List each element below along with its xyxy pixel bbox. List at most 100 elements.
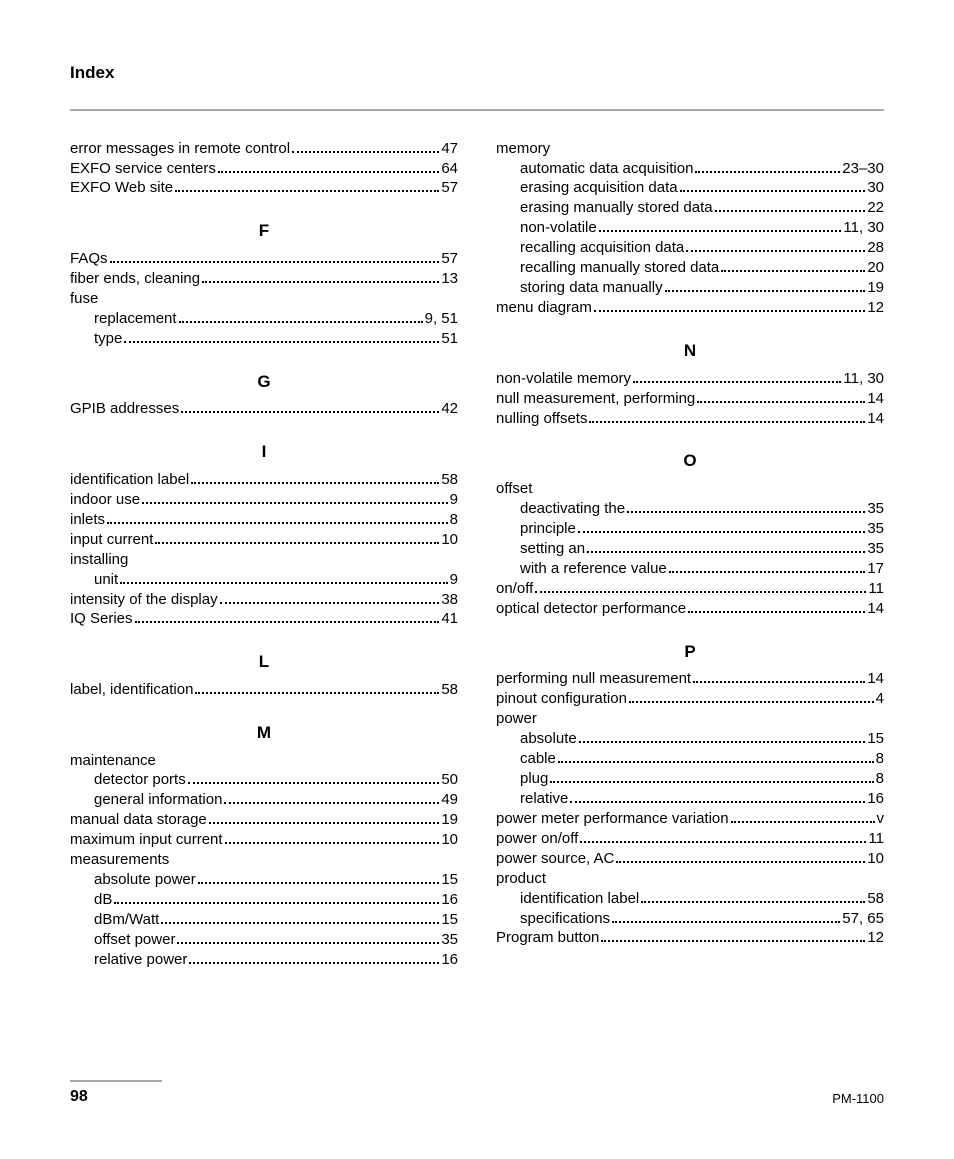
index-term: power source, AC [496,849,614,869]
index-entry: offset [496,479,884,499]
footer-left: 98 [70,1080,162,1107]
index-entry: absolute power 15 [70,870,458,890]
index-page-ref: 51 [441,329,458,349]
leader-dots [202,281,439,283]
leader-dots [535,591,866,593]
index-term: dBm/Watt [94,910,159,930]
index-term: memory [496,139,550,159]
index-term: maximum input current [70,830,223,850]
index-term: manual data storage [70,810,207,830]
index-term: general information [94,790,222,810]
index-entry: memory [496,139,884,159]
index-term: relative [520,789,568,809]
index-term: GPIB addresses [70,399,179,419]
index-page-ref: 22 [867,198,884,218]
index-page-ref: 11, 30 [843,218,884,238]
index-entry: label, identification 58 [70,680,458,700]
index-entry: power on/off 11 [496,829,884,849]
leader-dots [120,582,447,584]
leader-dots [587,551,865,553]
leader-dots [225,842,440,844]
index-term: deactivating the [520,499,625,519]
index-entry: installing [70,550,458,570]
index-entry: unit 9 [70,570,458,590]
leader-dots [188,782,440,784]
index-page-ref: 20 [867,258,884,278]
leader-dots [220,602,440,604]
index-entry: on/off 11 [496,579,884,599]
index-section-L: L [70,651,458,674]
index-term: dB [94,890,112,910]
index-page-ref: 14 [867,389,884,409]
index-term: offset [496,479,532,499]
index-term: offset power [94,930,175,950]
index-term: label, identification [70,680,193,700]
index-page-ref: 8 [876,769,884,789]
index-section-M: M [70,722,458,745]
index-term: replacement [94,309,177,329]
leader-dots [124,341,439,343]
index-page-ref: 10 [441,530,458,550]
leader-dots [715,210,866,212]
index-term: automatic data acquisition [520,159,693,179]
index-page-ref: 8 [450,510,458,530]
leader-dots [189,962,439,964]
index-left-column: error messages in remote control 47EXFO … [70,139,458,970]
index-term: input current [70,530,153,550]
index-term: indoor use [70,490,140,510]
leader-dots [601,940,865,942]
index-page-ref: 8 [876,749,884,769]
index-page-ref: 12 [867,298,884,318]
leader-dots [629,701,874,703]
index-entry: with a reference value 17 [496,559,884,579]
index-entry: specifications 57, 65 [496,909,884,929]
leader-dots [578,531,865,533]
index-term: erasing manually stored data [520,198,713,218]
leader-dots [161,922,439,924]
index-term: power meter performance variation [496,809,729,829]
index-entry: detector ports 50 [70,770,458,790]
leader-dots [721,270,865,272]
index-page-ref: 41 [441,609,458,629]
index-page-ref: 57, 65 [842,909,884,929]
leader-dots [665,290,866,292]
leader-dots [142,502,448,504]
index-term: cable [520,749,556,769]
index-section-F: F [70,220,458,243]
leader-dots [627,511,865,513]
index-term: Program button [496,928,599,948]
index-term: measurements [70,850,169,870]
index-section-G: G [70,371,458,394]
index-term: FAQs [70,249,108,269]
index-entry: dB 16 [70,890,458,910]
index-page-ref: 12 [867,928,884,948]
leader-dots [616,861,865,863]
index-page-ref: 10 [867,849,884,869]
index-entry: FAQs 57 [70,249,458,269]
index-term: plug [520,769,548,789]
leader-dots [686,250,865,252]
index-term: type [94,329,122,349]
index-page-ref: 58 [441,680,458,700]
index-term: nulling offsets [496,409,587,429]
index-page-ref: 35 [867,519,884,539]
index-page-ref: 11 [868,579,884,599]
index-page-ref: 64 [441,159,458,179]
footer-rule [70,1080,162,1082]
index-section-O: O [496,450,884,473]
index-term: storing data manually [520,278,663,298]
index-term: optical detector performance [496,599,686,619]
index-term: detector ports [94,770,186,790]
index-page-ref: 15 [441,870,458,890]
index-page-ref: 57 [441,249,458,269]
leader-dots [641,901,865,903]
index-entry: intensity of the display 38 [70,590,458,610]
index-term: non-volatile [520,218,597,238]
index-page-ref: 4 [876,689,884,709]
index-entry: fiber ends, cleaning 13 [70,269,458,289]
page-number: 98 [70,1088,88,1105]
index-entry: recalling acquisition data 28 [496,238,884,258]
index-term: absolute power [94,870,196,890]
index-page-ref: 35 [867,539,884,559]
index-entry: maintenance [70,751,458,771]
